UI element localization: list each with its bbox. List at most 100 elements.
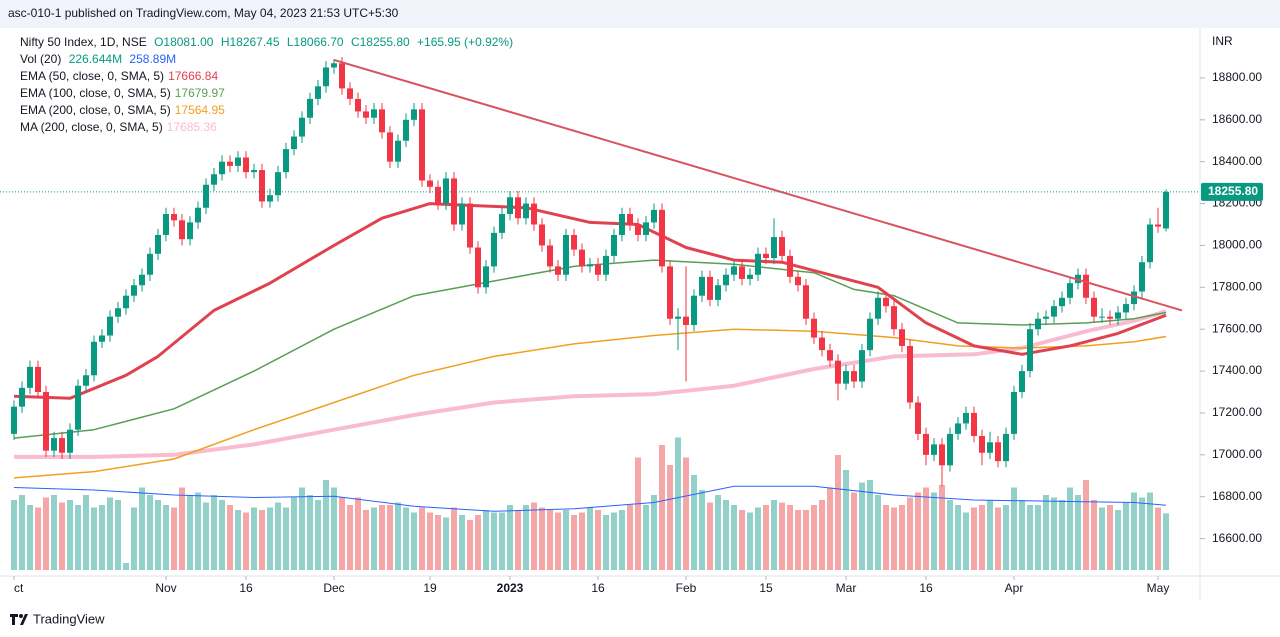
- volume-bar: [323, 480, 329, 570]
- x-tick-label: 16: [591, 581, 605, 595]
- brand: TradingView: [33, 611, 105, 626]
- candle-body: [203, 184, 209, 208]
- candle-body: [971, 412, 977, 436]
- volume-bar: [467, 520, 473, 570]
- candle-body: [675, 316, 681, 319]
- volume-bar: [691, 475, 697, 570]
- last-price-label: 18255.80: [1208, 184, 1258, 198]
- volume-bar: [331, 487, 337, 570]
- volume-bar: [1011, 487, 1017, 570]
- candle-body: [387, 132, 393, 162]
- volume-bar: [939, 485, 945, 570]
- candle-body: [363, 111, 369, 118]
- candle-body: [91, 341, 97, 376]
- volume-bar: [907, 497, 913, 570]
- volume-bar: [891, 507, 897, 570]
- volume-bar: [843, 470, 849, 570]
- candle-body: [235, 157, 241, 166]
- volume-bar: [571, 515, 577, 570]
- candle-body: [411, 109, 417, 120]
- volume-bar: [771, 500, 777, 570]
- indicator-value: 17564.95: [174, 103, 225, 117]
- candle-body: [195, 207, 201, 223]
- volume-bar: [515, 510, 521, 570]
- volume-bar: [315, 500, 321, 570]
- volume-ma-value: 258.89M: [129, 52, 177, 66]
- volume-bar: [587, 507, 593, 570]
- volume-bar: [163, 505, 169, 570]
- volume-bar: [883, 505, 889, 570]
- volume-bar: [603, 515, 609, 570]
- volume-bar: [827, 487, 833, 570]
- volume-bar: [491, 512, 497, 570]
- volume-bar: [459, 515, 465, 570]
- y-tick-label: 17000.00: [1212, 447, 1262, 461]
- volume-bar: [739, 510, 745, 570]
- candle-body: [147, 253, 153, 275]
- volume-bar: [395, 502, 401, 570]
- candle-body: [571, 234, 577, 250]
- candle-body: [99, 335, 105, 342]
- candle-body: [1091, 297, 1097, 317]
- volume-bar: [859, 482, 865, 570]
- candle-body: [315, 86, 321, 99]
- volume-bar: [531, 502, 537, 570]
- candle-body: [731, 266, 737, 275]
- volume-bar: [339, 497, 345, 570]
- volume-bar: [1067, 487, 1073, 570]
- candle-body: [1011, 392, 1017, 434]
- plot: [11, 56, 1183, 570]
- candle-body: [227, 161, 233, 166]
- volume-bar: [923, 487, 929, 570]
- candle-body: [739, 266, 745, 279]
- candle-body: [35, 366, 41, 393]
- volume-bar: [347, 505, 353, 570]
- volume-bar: [1003, 505, 1009, 570]
- volume-bar: [355, 497, 361, 570]
- candle-body: [507, 197, 513, 215]
- volume-bar: [483, 510, 489, 570]
- volume-bar: [299, 487, 305, 570]
- volume-bar: [11, 500, 17, 570]
- candle-body: [803, 285, 809, 319]
- candle-body: [667, 266, 673, 319]
- y-tick-label: 18000.00: [1212, 238, 1262, 252]
- volume-bar: [595, 510, 601, 570]
- indicator-name: MA (200, close, 0, SMA, 5): [20, 120, 163, 134]
- volume-bar: [875, 495, 881, 570]
- indicator-value: 17685.36: [166, 120, 217, 134]
- volume-bar: [755, 507, 761, 570]
- candle-body: [339, 63, 345, 89]
- candle-body: [1059, 297, 1065, 307]
- volume-bar: [35, 507, 41, 570]
- candle-body: [643, 222, 649, 235]
- volume-bar: [179, 487, 185, 570]
- candle-body: [987, 442, 993, 453]
- volume-bar: [1019, 500, 1025, 570]
- volume-bar: [651, 495, 657, 570]
- x-tick-label: Feb: [676, 581, 697, 595]
- volume-bar: [779, 502, 785, 570]
- legend: Nifty 50 Index, 1D, NSE O18081.00 H18267…: [20, 34, 517, 136]
- volume-bar: [635, 457, 641, 570]
- candle-body: [1019, 371, 1025, 393]
- volume-bar: [475, 515, 481, 570]
- candle-body: [403, 119, 409, 141]
- volume-bar: [75, 505, 81, 570]
- candle-body: [979, 435, 985, 453]
- candle-body: [699, 276, 705, 296]
- indicator-line: [13, 202, 1167, 400]
- last-price-tag: [1201, 182, 1263, 201]
- volume-bar: [59, 502, 65, 570]
- candle-body: [1027, 329, 1033, 372]
- volume-bar: [643, 505, 649, 570]
- volume-bar: [787, 505, 793, 570]
- volume-bar: [947, 500, 953, 570]
- candle-body: [283, 149, 289, 173]
- volume-bar: [707, 502, 713, 570]
- volume-ma-line: [13, 485, 1167, 512]
- volume-bar: [563, 510, 569, 570]
- indicator-value: 17679.97: [174, 86, 225, 100]
- ohlc-low: L18066.70: [286, 35, 344, 49]
